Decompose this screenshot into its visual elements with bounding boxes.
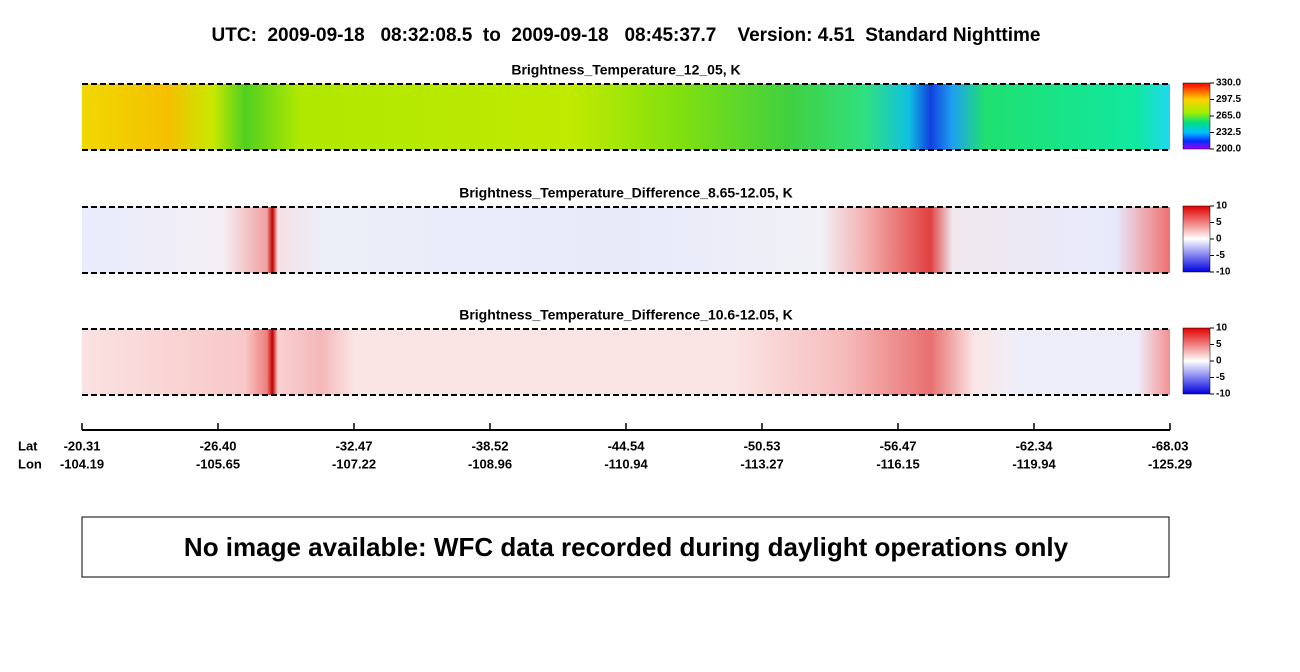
panel-title: Brightness_Temperature_Difference_8.65-1…: [459, 185, 793, 201]
panels: Brightness_Temperature_12_05, K 330.0 297.…: [82, 62, 1241, 400]
lat-tick-label: -50.53: [744, 438, 781, 453]
lat-tick-label: -62.34: [1016, 438, 1054, 453]
lon-tick-label: -108.96: [468, 456, 512, 471]
lon-tick-label: -105.65: [196, 456, 240, 471]
panel-title: Brightness_Temperature_Difference_10.6-1…: [459, 307, 793, 323]
colorbar: [1182, 327, 1211, 395]
lat-tick-label: -38.52: [472, 438, 509, 453]
lon-tick-label: -116.15: [876, 456, 919, 471]
lat-tick-label: -32.47: [336, 438, 373, 453]
along-track-axis: Lat Lon -20.31 -104.19 -26.40 -105.65 -32.47…: [18, 423, 1192, 471]
lon-tick-label: -104.19: [60, 456, 104, 471]
panel-title: Brightness_Temperature_12_05, K: [511, 62, 740, 78]
lat-tick-label: -20.31: [64, 438, 101, 453]
lat-tick-label: -26.40: [200, 438, 237, 453]
colorbar-tick-label: 330.0: [1216, 78, 1241, 89]
title: UTC: 2009-09-18 08:32:08.5 to 2009-09-18…: [212, 25, 1041, 46]
colorbar-tick-label: -5: [1216, 372, 1225, 383]
lat-tick-label: -56.47: [880, 438, 917, 453]
image-strip: [82, 84, 1170, 150]
colorbar-tick-label: 5: [1216, 339, 1222, 350]
colorbar-tick-label: 265.0: [1216, 111, 1241, 122]
colorbar-tick-label: 232.5: [1216, 127, 1241, 138]
colorbar-tick-label: 0: [1216, 234, 1222, 245]
lon-tick-label: -110.94: [604, 456, 648, 471]
colorbar-tick-label: -10: [1216, 389, 1231, 400]
message: No image available: WFC data recorded du…: [184, 532, 1069, 562]
lon-tick-label: -113.27: [740, 456, 783, 471]
colorbar-tick-label: 200.0: [1216, 144, 1241, 155]
colorbar-tick-label: 5: [1216, 217, 1222, 228]
colorbar-tick-label: 10: [1216, 323, 1228, 334]
colorbar: [1182, 82, 1211, 150]
lon-label: Lon: [18, 456, 42, 471]
lon-tick-label: -107.22: [332, 456, 376, 471]
lon-tick-label: -125.29: [1148, 456, 1192, 471]
colorbar-tick-label: -10: [1216, 267, 1231, 278]
colorbar: [1182, 205, 1211, 273]
lat-label: Lat: [18, 438, 38, 453]
message-box: [81, 516, 1170, 578]
colorbar-tick-label: 297.5: [1216, 94, 1241, 105]
image-strip: [82, 207, 1170, 273]
lat-tick-label: -44.54: [608, 438, 646, 453]
lon-tick-label: -119.94: [1012, 456, 1056, 471]
image-strip: [82, 329, 1170, 395]
colorbar-tick-label: 10: [1216, 201, 1228, 212]
colorbar-tick-label: -5: [1216, 250, 1225, 261]
colorbar-tick-label: 0: [1216, 356, 1222, 367]
lat-tick-label: -68.03: [1152, 438, 1189, 453]
